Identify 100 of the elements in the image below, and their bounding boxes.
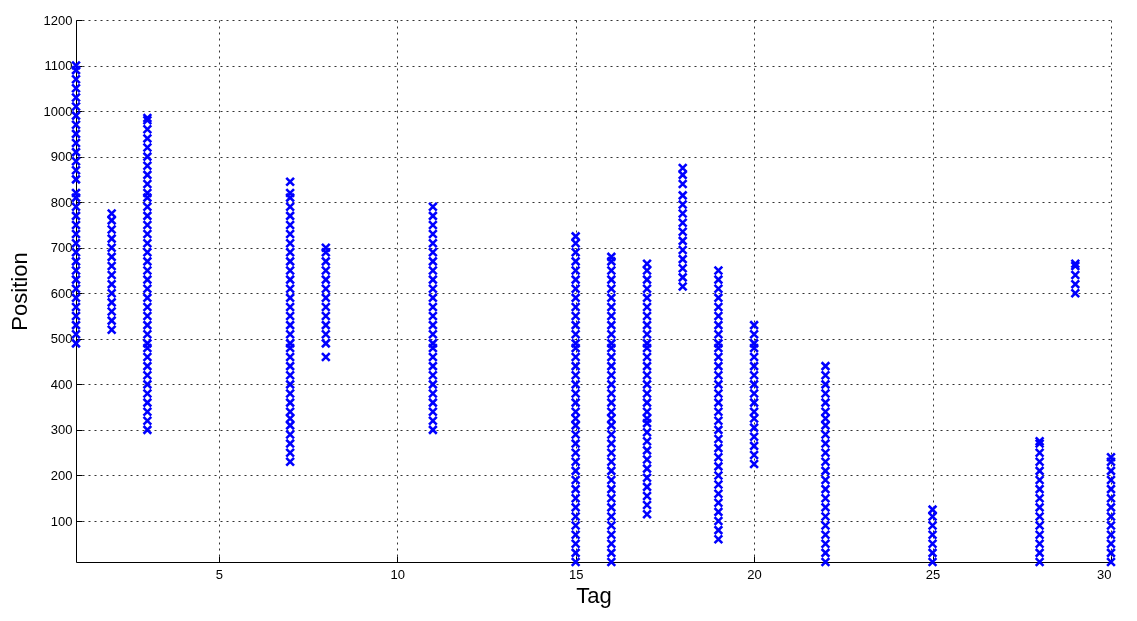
y-tick-label: 600 (50, 285, 73, 301)
point (820, 465, 831, 477)
point (427, 301, 439, 313)
point (427, 406, 439, 417)
point (820, 370, 831, 381)
point (1034, 447, 1045, 458)
point (70, 274, 82, 285)
point (70, 187, 82, 199)
point (820, 388, 831, 399)
point (106, 215, 117, 226)
point (1034, 547, 1045, 559)
point (284, 256, 296, 267)
point (820, 379, 831, 390)
point (142, 379, 153, 390)
point (606, 370, 617, 381)
point (142, 283, 153, 294)
point (427, 319, 439, 331)
point (713, 442, 724, 454)
y-tick-label: 1000 (43, 103, 73, 119)
point (142, 142, 153, 153)
point (70, 310, 82, 322)
point (641, 274, 653, 285)
point (748, 397, 760, 408)
point (606, 447, 617, 458)
point (713, 534, 724, 545)
point (106, 269, 117, 281)
point (70, 210, 82, 222)
point (606, 511, 617, 522)
point (427, 228, 439, 240)
point (284, 319, 296, 331)
point (641, 481, 653, 493)
point (570, 493, 581, 504)
point (70, 283, 82, 294)
point (106, 279, 117, 290)
point (820, 538, 831, 549)
point (713, 452, 724, 463)
point (70, 228, 82, 240)
point (142, 133, 153, 144)
point (142, 124, 153, 135)
point (284, 420, 296, 431)
point (142, 238, 153, 249)
point (1034, 483, 1045, 495)
point (427, 388, 439, 399)
point (106, 242, 117, 253)
point (606, 283, 617, 294)
point (570, 529, 581, 540)
point (320, 338, 331, 349)
point (142, 219, 153, 231)
point (641, 388, 653, 399)
point (427, 342, 439, 354)
point (70, 219, 82, 231)
point (142, 342, 153, 354)
point (106, 288, 117, 299)
point (606, 529, 617, 540)
point (713, 506, 724, 518)
point (570, 329, 581, 340)
point (142, 151, 153, 162)
point (677, 235, 688, 247)
point (427, 247, 439, 258)
point (427, 283, 439, 294)
x-axis-title: Tag (576, 582, 612, 608)
point (606, 502, 617, 513)
y-tick-label: 800 (50, 194, 73, 210)
point (106, 324, 117, 335)
point (70, 292, 82, 303)
point (284, 283, 296, 294)
point (320, 351, 331, 363)
point (142, 397, 153, 408)
point (284, 388, 296, 399)
point (713, 283, 724, 294)
point (570, 547, 581, 559)
point (820, 456, 831, 467)
point (284, 247, 296, 258)
point (1105, 520, 1117, 531)
y-tick-label: 1200 (43, 12, 73, 28)
point (606, 319, 617, 331)
point (570, 538, 581, 549)
point (748, 319, 760, 331)
point (641, 509, 653, 520)
point (606, 310, 617, 322)
point (1034, 474, 1045, 486)
point (427, 351, 439, 363)
point (427, 201, 439, 212)
point (713, 397, 724, 408)
point (70, 247, 82, 258)
point (606, 379, 617, 390)
point (641, 283, 653, 294)
point (1034, 529, 1045, 540)
point (1105, 474, 1117, 486)
point (284, 329, 296, 340)
point (713, 310, 724, 322)
point (284, 413, 296, 424)
point (641, 342, 653, 354)
point (641, 445, 653, 456)
point (142, 415, 153, 426)
point (570, 274, 581, 285)
point (106, 224, 117, 235)
point (641, 427, 653, 438)
point (820, 483, 831, 495)
y-tick-label: 900 (50, 149, 73, 165)
